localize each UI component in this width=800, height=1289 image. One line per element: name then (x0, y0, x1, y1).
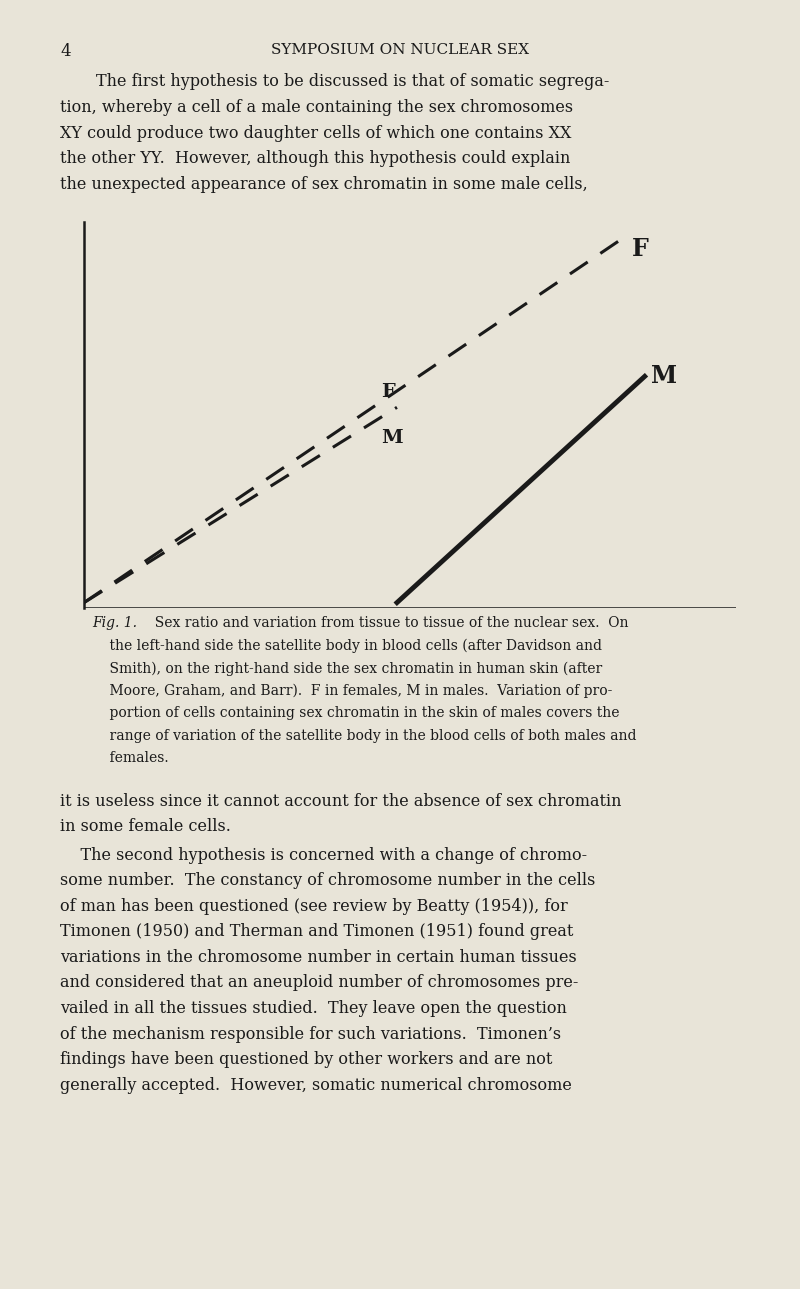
Text: Sex ratio and variation from tissue to tissue of the nuclear sex.  On: Sex ratio and variation from tissue to t… (146, 616, 629, 630)
Text: the left-hand side the satellite body in blood cells (after Davidson and: the left-hand side the satellite body in… (92, 638, 602, 654)
Text: of man has been questioned (see review by Beatty (1954)), for: of man has been questioned (see review b… (60, 898, 568, 915)
Text: Moore, Graham, and Barr).  F in females, M in males.  Variation of pro-: Moore, Graham, and Barr). F in females, … (92, 683, 612, 699)
Text: M: M (651, 365, 678, 388)
Text: F: F (632, 237, 649, 260)
Text: tion, whereby a cell of a male containing the sex chromosomes: tion, whereby a cell of a male containin… (60, 99, 573, 116)
Text: 4: 4 (60, 43, 70, 59)
Text: females.: females. (92, 751, 169, 766)
Text: The second hypothesis is concerned with a change of chromo-: The second hypothesis is concerned with … (60, 847, 587, 864)
Text: the other YY.  However, although this hypothesis could explain: the other YY. However, although this hyp… (60, 150, 570, 168)
Text: Timonen (1950) and Therman and Timonen (1951) found great: Timonen (1950) and Therman and Timonen (… (60, 923, 574, 941)
Text: The first hypothesis to be discussed is that of somatic segrega-: The first hypothesis to be discussed is … (96, 73, 610, 90)
Text: vailed in all the tissues studied.  They leave open the question: vailed in all the tissues studied. They … (60, 1000, 567, 1017)
Text: variations in the chromosome number in certain human tissues: variations in the chromosome number in c… (60, 949, 577, 965)
Text: in some female cells.: in some female cells. (60, 819, 231, 835)
Text: of the mechanism responsible for such variations.  Timonen’s: of the mechanism responsible for such va… (60, 1026, 561, 1043)
Text: and considered that an aneuploid number of chromosomes pre-: and considered that an aneuploid number … (60, 974, 578, 991)
Text: range of variation of the satellite body in the blood cells of both males and: range of variation of the satellite body… (92, 730, 637, 742)
Text: XY could produce two daughter cells of which one contains XX: XY could produce two daughter cells of w… (60, 125, 571, 142)
Text: some number.  The constancy of chromosome number in the cells: some number. The constancy of chromosome… (60, 873, 595, 889)
Text: Fig. 1.: Fig. 1. (92, 616, 137, 630)
Text: the unexpected appearance of sex chromatin in some male cells,: the unexpected appearance of sex chromat… (60, 175, 588, 192)
Text: findings have been questioned by other workers and are not: findings have been questioned by other w… (60, 1051, 552, 1069)
Text: M: M (381, 429, 402, 447)
Text: SYMPOSIUM ON NUCLEAR SEX: SYMPOSIUM ON NUCLEAR SEX (271, 43, 529, 57)
Text: it is useless since it cannot account for the absence of sex chromatin: it is useless since it cannot account fo… (60, 793, 622, 809)
Text: F: F (381, 383, 394, 401)
Text: Smith), on the right-hand side the sex chromatin in human skin (after: Smith), on the right-hand side the sex c… (92, 661, 602, 675)
Text: generally accepted.  However, somatic numerical chromosome: generally accepted. However, somatic num… (60, 1076, 572, 1093)
Text: portion of cells containing sex chromatin in the skin of males covers the: portion of cells containing sex chromati… (92, 706, 619, 721)
